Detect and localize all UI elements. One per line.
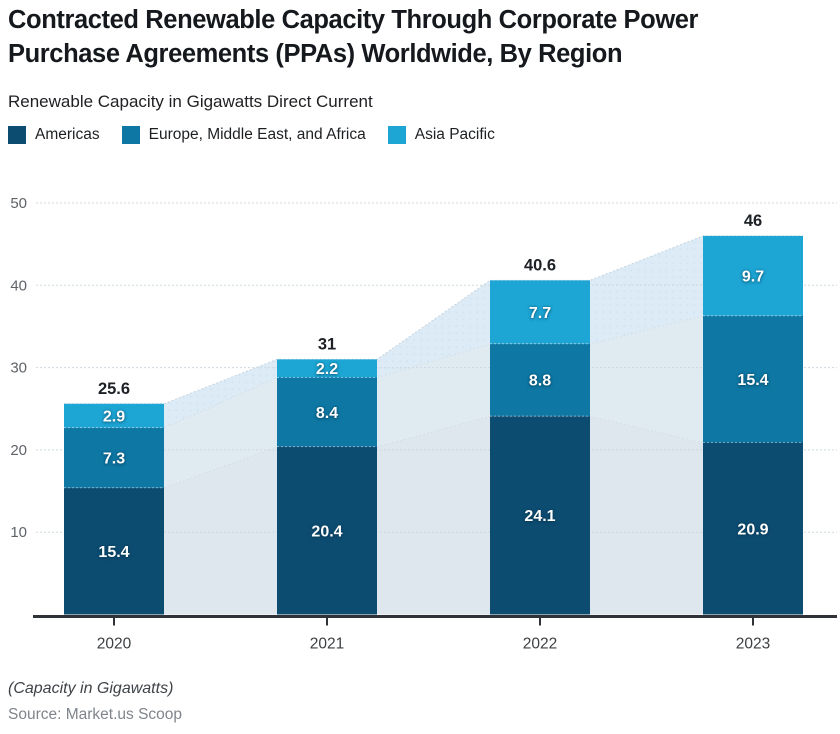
bar-total-label: 25.6 — [98, 380, 130, 398]
bar-value-label: 20.4 — [311, 523, 342, 540]
y-axis-label: 20 — [10, 442, 27, 459]
legend-item-americas: Americas — [8, 126, 100, 144]
legend-swatch-asia-pacific — [387, 126, 406, 144]
bar-segment — [277, 359, 377, 378]
bar-segment — [277, 446, 377, 615]
y-axis-label: 30 — [10, 360, 27, 377]
bar-value-label: 8.8 — [529, 373, 551, 390]
bar-segment — [703, 235, 803, 316]
bar-value-label: 7.3 — [103, 450, 125, 467]
bar-segment — [490, 416, 590, 615]
bar-value-label: 7.7 — [529, 305, 551, 322]
source-credit: Source: Market.us Scoop — [8, 706, 183, 723]
bar-segment — [490, 280, 590, 344]
area-band-texture — [64, 235, 803, 428]
legend-item-emea: Europe, Middle East, and Africa — [121, 126, 366, 144]
bar-segment — [490, 343, 590, 417]
chart-subtitle: Renewable Capacity in Gigawatts Direct C… — [8, 92, 373, 111]
bar-value-label: 9.7 — [742, 269, 764, 286]
bar-total-label: 40.6 — [524, 256, 556, 274]
bar-segment — [64, 403, 164, 428]
x-axis-label: 2022 — [523, 636, 557, 653]
bar-value-label: 24.1 — [524, 508, 555, 525]
bar-value-label: 20.9 — [737, 521, 768, 538]
area-band-edge — [64, 235, 803, 405]
bar-segment — [64, 427, 164, 488]
legend-label-emea: Europe, Middle East, and Africa — [148, 126, 366, 143]
y-axis-label: 40 — [10, 277, 27, 294]
units-note: (Capacity in Gigawatts) — [8, 680, 174, 697]
x-axis-label: 2023 — [736, 636, 770, 653]
area-band — [64, 416, 803, 615]
legend-label-asia-pacific: Asia Pacific — [414, 126, 495, 143]
background-area — [64, 235, 803, 615]
grid: 10 20 30 40 50 — [10, 195, 837, 541]
legend-swatch-americas — [8, 126, 26, 144]
y-axis-label: 10 — [10, 524, 27, 541]
chart-svg: 10 20 30 40 50 15.4 7.3 2.9 25.6 2020 20.4 8.4 2.2 31… — [10, 195, 837, 653]
legend-swatch-emea — [121, 126, 140, 144]
bar-value-label: 15.4 — [737, 372, 768, 389]
bar-segment — [277, 377, 377, 447]
bars: 15.4 7.3 2.9 25.6 2020 20.4 8.4 2.2 31 2021 24.1 8.… — [64, 212, 803, 653]
x-axis-label: 2021 — [310, 636, 344, 653]
bar-total-label: 46 — [744, 212, 762, 230]
bar-value-label: 8.4 — [316, 405, 338, 422]
bar-value-label: 2.9 — [103, 409, 125, 426]
bar-segment — [703, 442, 803, 615]
bar-value-label: 15.4 — [98, 544, 129, 561]
bar-total-label: 31 — [318, 335, 336, 353]
legend: Americas Europe, Middle East, and Africa… — [8, 126, 495, 144]
x-axis-label: 2020 — [97, 636, 132, 653]
bar-segment — [64, 487, 164, 615]
legend-label-americas: Americas — [35, 126, 100, 143]
legend-item-asia-pacific: Asia Pacific — [387, 126, 495, 144]
bar-value-label: 2.2 — [316, 361, 338, 378]
y-axis-label: 50 — [10, 195, 27, 212]
area-band — [64, 315, 803, 488]
bar-segment — [703, 315, 803, 443]
chart-title: Contracted Renewable Capacity Through Co… — [8, 6, 699, 68]
